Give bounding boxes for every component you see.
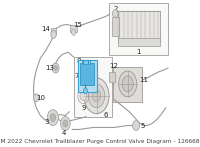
Circle shape xyxy=(84,78,109,114)
Circle shape xyxy=(80,91,87,101)
Bar xyxy=(51,28,56,34)
Bar xyxy=(78,60,97,92)
Bar xyxy=(109,72,115,82)
Text: 8: 8 xyxy=(77,58,81,64)
Text: 10: 10 xyxy=(37,95,46,101)
Text: 15: 15 xyxy=(73,22,82,29)
Text: 9: 9 xyxy=(81,105,86,111)
Bar xyxy=(82,60,90,64)
Text: 12: 12 xyxy=(109,63,118,69)
Circle shape xyxy=(122,76,133,92)
Text: 14: 14 xyxy=(42,26,50,32)
Circle shape xyxy=(52,63,59,73)
Text: 4: 4 xyxy=(62,130,66,136)
Text: 3: 3 xyxy=(44,118,49,125)
Circle shape xyxy=(112,10,118,17)
Text: 11: 11 xyxy=(139,77,148,83)
Circle shape xyxy=(72,29,76,35)
Bar xyxy=(112,17,119,36)
Circle shape xyxy=(33,94,39,102)
Circle shape xyxy=(51,30,56,38)
Bar xyxy=(70,25,77,32)
Circle shape xyxy=(50,114,56,122)
Circle shape xyxy=(92,90,101,102)
Bar xyxy=(118,38,160,46)
Circle shape xyxy=(83,88,88,94)
Text: 13: 13 xyxy=(46,65,55,71)
Circle shape xyxy=(133,121,140,130)
Bar xyxy=(113,67,142,102)
Circle shape xyxy=(60,117,70,130)
Text: OEM 2022 Chevrolet Trailblazer Purge Control Valve Diagram - 12666845: OEM 2022 Chevrolet Trailblazer Purge Con… xyxy=(0,139,200,144)
Text: 7: 7 xyxy=(74,73,79,79)
Circle shape xyxy=(119,71,137,97)
Circle shape xyxy=(47,110,58,126)
Bar xyxy=(109,3,168,55)
Bar xyxy=(80,63,94,85)
Text: 5: 5 xyxy=(140,122,144,128)
Bar xyxy=(118,11,160,42)
Text: 6: 6 xyxy=(103,112,108,118)
Text: 1: 1 xyxy=(137,49,141,55)
Text: 2: 2 xyxy=(113,6,117,12)
Circle shape xyxy=(63,120,68,127)
Circle shape xyxy=(54,66,57,71)
Circle shape xyxy=(88,84,105,108)
Bar xyxy=(74,57,112,117)
